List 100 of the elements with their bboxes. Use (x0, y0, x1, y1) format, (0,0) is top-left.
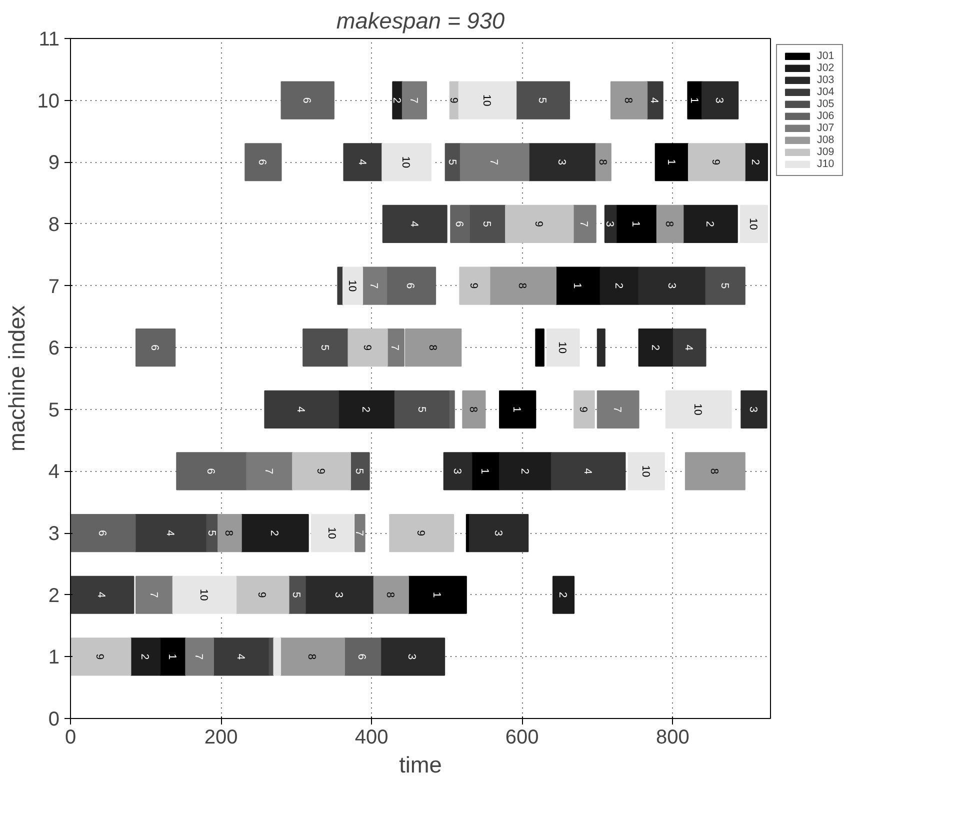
bar (450, 204, 470, 243)
bar (176, 452, 248, 490)
bar (550, 452, 626, 490)
legend-label: J02 (817, 62, 836, 74)
bar (505, 204, 574, 243)
bar (70, 638, 132, 676)
bar (684, 452, 746, 490)
annotation: 8 (426, 344, 438, 351)
bar (468, 514, 529, 552)
annotation: 2 (138, 654, 150, 660)
bar (240, 514, 309, 552)
annotation: 10 (746, 218, 759, 230)
y-tick-label: 4 (48, 461, 60, 484)
legend-label: J03 (817, 74, 836, 86)
y-tick-label: 2 (48, 584, 60, 607)
annotation: 7 (578, 220, 590, 227)
bar (344, 638, 382, 676)
bar (654, 143, 689, 182)
annotation: 7 (388, 344, 401, 351)
bar (705, 266, 746, 305)
bar (288, 576, 306, 614)
legend-label: J05 (817, 98, 836, 110)
annotation: 10 (400, 156, 412, 168)
annotation: 1 (430, 592, 442, 598)
annotation: 4 (356, 159, 368, 166)
annotation: 6 (300, 97, 313, 104)
annotation: 10 (692, 403, 704, 416)
bar (489, 266, 556, 305)
bar (610, 81, 648, 120)
bar (595, 143, 612, 182)
bar (572, 204, 596, 243)
y-tick-label: 5 (48, 399, 60, 422)
annotation: 1 (510, 406, 523, 412)
annotation: 8 (663, 220, 676, 227)
bar (236, 576, 290, 614)
bar (134, 514, 208, 552)
annotation: 10 (556, 342, 568, 354)
annotation: 10 (346, 280, 358, 292)
y-tick-label: 9 (48, 152, 60, 174)
annotation: 1 (571, 282, 584, 289)
bar (185, 638, 214, 676)
bar (460, 143, 530, 182)
bar (386, 266, 436, 305)
bar (273, 638, 281, 676)
bar (380, 638, 446, 676)
annotation: 1 (664, 159, 677, 166)
annotation: 4 (682, 344, 695, 351)
annotation: 8 (466, 406, 479, 412)
annotation: 4 (234, 654, 246, 660)
bar (160, 638, 186, 676)
bar (499, 390, 536, 428)
bar (404, 328, 462, 367)
annotation: 10 (325, 527, 338, 540)
bar (740, 204, 768, 243)
bar (471, 452, 500, 490)
bar (702, 81, 739, 120)
annotation: 7 (262, 468, 275, 474)
legend-label: J10 (817, 158, 836, 170)
bar (280, 81, 334, 120)
bar (596, 390, 640, 428)
annotation: 3 (332, 592, 345, 598)
bar (394, 390, 450, 428)
annotation: 2 (749, 159, 762, 166)
annotation: 8 (222, 530, 235, 536)
annotation: 6 (404, 282, 416, 289)
annotation: 7 (488, 159, 500, 166)
bar (688, 143, 746, 182)
bar (672, 328, 706, 367)
bar (458, 81, 517, 120)
annotation: 2 (703, 220, 716, 227)
annotation: 3 (555, 159, 568, 166)
bar (338, 390, 396, 428)
x-tick-label: 0 (64, 726, 76, 748)
annotation: 7 (352, 530, 365, 536)
bar (459, 266, 490, 305)
annotation: 3 (746, 406, 759, 412)
bar (280, 638, 345, 676)
bar (499, 452, 552, 490)
chart-title: makespan = 930 (336, 8, 505, 34)
annotation: 9 (710, 159, 722, 166)
annotation: 8 (305, 654, 318, 660)
bar (362, 266, 388, 305)
annotation: 6 (356, 654, 368, 660)
annotation: 5 (718, 282, 730, 289)
bar (596, 328, 606, 367)
bar (462, 390, 486, 428)
x-tick-label: 800 (656, 726, 690, 748)
bar (218, 514, 242, 552)
x-axis-title: time (399, 752, 442, 778)
bar (744, 143, 768, 182)
annotation: 1 (630, 220, 642, 227)
annotation: 3 (665, 282, 678, 289)
legend-label: J07 (817, 122, 836, 134)
bar (130, 638, 161, 676)
annotation: 6 (204, 468, 217, 474)
bar (292, 452, 351, 490)
annotation: 9 (577, 406, 590, 412)
annotation: 3 (406, 654, 418, 660)
annotation: 9 (360, 344, 373, 351)
bar (443, 452, 472, 490)
